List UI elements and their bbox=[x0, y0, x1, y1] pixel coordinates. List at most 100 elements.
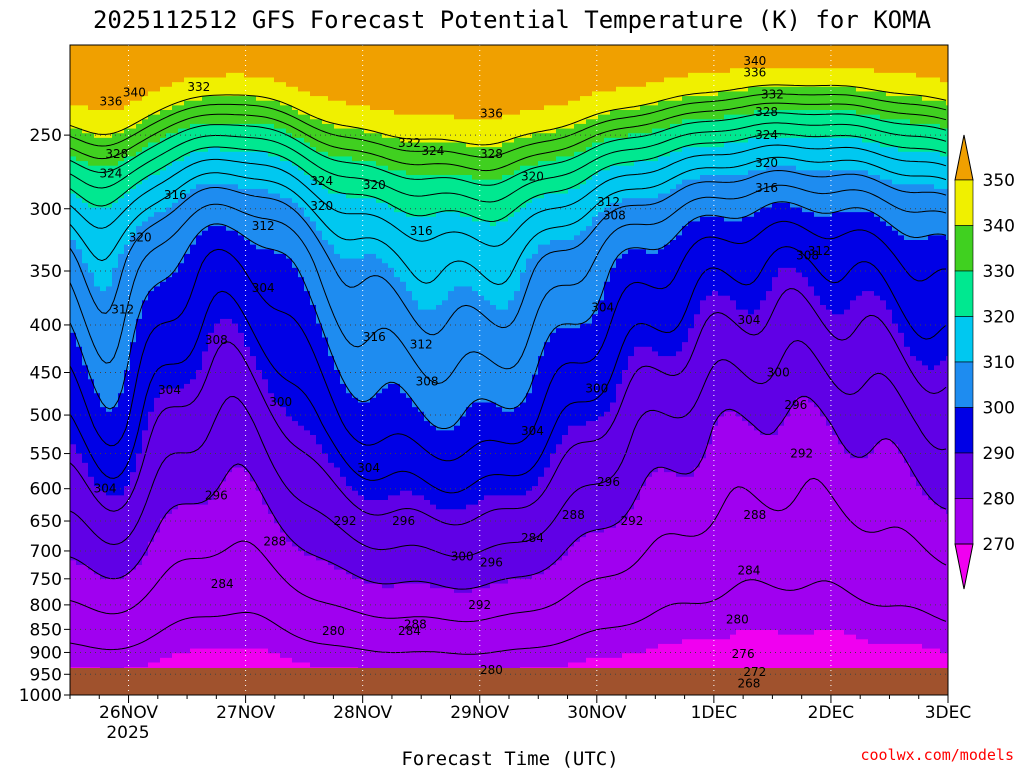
contour-fill-cell bbox=[100, 110, 107, 139]
contour-fill-cell bbox=[70, 240, 77, 334]
contour-fill-cell bbox=[322, 560, 329, 668]
contour-fill-cell bbox=[382, 263, 389, 390]
contour-fill-cell bbox=[904, 462, 911, 645]
contour-fill-cell bbox=[946, 188, 948, 241]
contour-fill-cell bbox=[676, 351, 683, 478]
contour-label: 288 bbox=[263, 535, 286, 549]
contour-fill-cell bbox=[532, 374, 539, 487]
contour-fill-cell bbox=[370, 45, 377, 111]
contour-fill-cell bbox=[202, 230, 209, 353]
contour-fill-cell bbox=[868, 291, 875, 455]
contour-line bbox=[70, 201, 947, 429]
contour-fill-cell bbox=[772, 137, 779, 167]
contour-fill-cell bbox=[934, 123, 941, 153]
contour-fill-cell bbox=[148, 91, 155, 116]
contour-fill-cell bbox=[94, 165, 101, 209]
contour-fill-cell bbox=[682, 119, 689, 148]
contour-fill-cell bbox=[868, 453, 875, 645]
contour-fill-cell bbox=[424, 500, 431, 585]
y-tick-label: 800 bbox=[30, 596, 62, 616]
contour-fill-cell bbox=[592, 532, 599, 659]
contour-fill-cell bbox=[130, 472, 137, 571]
y-tick-label: 500 bbox=[30, 406, 62, 426]
contour-fill-cell bbox=[382, 388, 389, 501]
contour-fill-cell bbox=[454, 509, 461, 594]
contour-label: 328 bbox=[105, 147, 128, 161]
contour-fill-cell bbox=[238, 235, 245, 334]
contour-fill-cell bbox=[364, 500, 371, 585]
contour-fill-cell bbox=[304, 430, 311, 557]
contour-fill-cell bbox=[388, 170, 395, 209]
contour-fill-cell bbox=[292, 202, 299, 269]
contour-fill-cell bbox=[130, 128, 137, 158]
contour-fill-cell bbox=[196, 45, 203, 79]
contour-fill-cell bbox=[640, 105, 647, 134]
contour-fill-cell bbox=[424, 309, 431, 422]
contour-fill-cell bbox=[400, 281, 407, 394]
contour-fill-cell bbox=[538, 110, 545, 134]
contour-fill-cell bbox=[796, 207, 803, 274]
contour-fill-cell bbox=[490, 119, 497, 148]
contour-fill-cell bbox=[460, 175, 467, 218]
colorbar-segment bbox=[954, 407, 974, 454]
contour-fill-cell bbox=[268, 45, 275, 79]
contour-fill-cell bbox=[832, 630, 839, 695]
contour-fill-cell bbox=[454, 45, 461, 120]
contour-fill-cell bbox=[826, 86, 833, 111]
contour-fill-cell bbox=[130, 342, 137, 473]
contour-fill-cell bbox=[826, 68, 833, 88]
x-axis-label: Forecast Time (UTC) bbox=[401, 748, 618, 768]
contour-fill-cell bbox=[658, 100, 665, 130]
contour-fill-cell bbox=[886, 309, 893, 441]
contour-fill-cell bbox=[772, 277, 779, 436]
contour-fill-cell bbox=[382, 202, 389, 264]
contour-fill-cell bbox=[94, 393, 101, 487]
contour-fill-cell bbox=[394, 45, 401, 116]
contour-fill-cell bbox=[370, 397, 377, 501]
contour-fill-cell bbox=[526, 490, 533, 580]
credit-link[interactable]: coolwx.com/models bbox=[860, 746, 1014, 764]
contour-fill-cell bbox=[190, 45, 197, 79]
contour-fill-cell bbox=[850, 170, 857, 213]
contour-fill-cell bbox=[298, 277, 305, 427]
contour-fill-cell bbox=[118, 198, 125, 255]
contour-fill-cell bbox=[826, 630, 833, 695]
contour-fill-cell bbox=[514, 45, 521, 116]
contour-fill-cell bbox=[388, 137, 395, 171]
contour-fill-cell bbox=[82, 133, 89, 162]
contour-fill-cell bbox=[856, 114, 863, 139]
contour-fill-cell bbox=[148, 216, 155, 292]
contour-fill-cell bbox=[802, 170, 809, 213]
contour-fill-cell bbox=[310, 179, 317, 223]
contour-fill-cell bbox=[82, 365, 89, 464]
contour-fill-cell bbox=[160, 518, 167, 659]
contour-fill-cell bbox=[532, 253, 539, 376]
contour-fill-cell bbox=[676, 45, 683, 79]
contour-fill-cell bbox=[292, 165, 299, 204]
contour-fill-cell bbox=[118, 495, 125, 580]
contour-fill-cell bbox=[496, 45, 503, 120]
contour-fill-cell bbox=[634, 249, 641, 348]
contour-fill-cell bbox=[766, 137, 773, 167]
contour-fill-cell bbox=[406, 291, 413, 399]
contour-fill-cell bbox=[928, 45, 935, 79]
contour-fill-cell bbox=[598, 91, 605, 116]
contour-fill-cell bbox=[946, 156, 948, 190]
contour-fill-cell bbox=[940, 509, 947, 654]
contour-label: 316 bbox=[363, 330, 386, 344]
contour-fill-cell bbox=[448, 142, 455, 176]
contour-fill-cell bbox=[808, 45, 815, 69]
contour-fill-cell bbox=[598, 45, 605, 93]
contour-fill-cell bbox=[946, 356, 948, 515]
contour-fill-cell bbox=[874, 216, 881, 297]
contour-fill-cell bbox=[736, 91, 743, 116]
contour-fill-cell bbox=[460, 45, 467, 120]
contour-fill-cell bbox=[442, 300, 449, 431]
contour-fill-cell bbox=[760, 300, 767, 436]
contour-fill-cell bbox=[400, 114, 407, 144]
contour-fill-cell bbox=[700, 72, 707, 97]
contour-fill-cell bbox=[274, 402, 281, 524]
contour-fill-cell bbox=[364, 402, 371, 501]
contour-fill-cell bbox=[718, 119, 725, 148]
contour-fill-cell bbox=[286, 105, 293, 134]
